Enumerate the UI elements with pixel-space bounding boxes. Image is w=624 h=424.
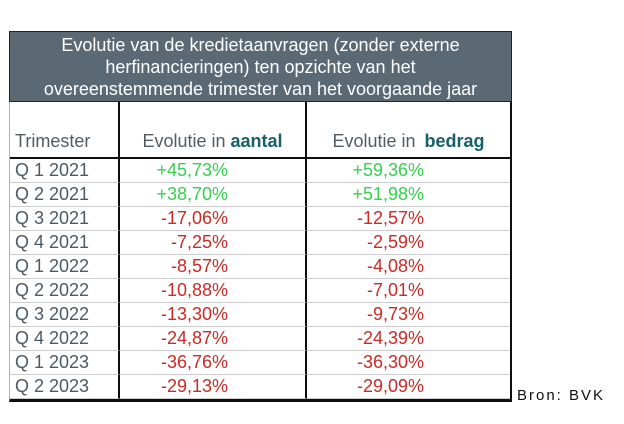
- column-header-bedrag-bold: bedrag: [424, 131, 485, 151]
- trimester-cell: Q 1 2023: [10, 351, 120, 375]
- aantal-value-cell: -24,87%: [120, 327, 307, 351]
- credit-evolution-table: Evolutie van de kredietaanvragen (zonder…: [9, 31, 512, 402]
- column-header-aantal-prefix: Evolutie in: [142, 131, 226, 151]
- table-header-row: Trimester Evolutie in aantal Evolutie in b…: [10, 102, 510, 159]
- table-row: Q 2 2021 +38,70% +51,98%: [10, 183, 510, 207]
- column-header-bedrag: Evolutie in bedrag: [307, 102, 510, 159]
- table-title-line-3: overeenstemmende trimester van het voorg…: [43, 78, 478, 99]
- column-header-trimester-label: Trimester: [15, 131, 91, 151]
- table-row: Q 4 2022 -24,87% -24,39%: [10, 327, 510, 351]
- table-row: Q 2 2022 -10,88% -7,01%: [10, 279, 510, 303]
- table-row: Q 2 2023 -29,13% -29,09%: [10, 375, 510, 399]
- trimester-cell: Q 2 2023: [10, 375, 120, 399]
- table-title-line-1: Evolutie van de kredietaanvragen (zonder…: [61, 34, 460, 55]
- aantal-value-cell: -29,13%: [120, 375, 307, 399]
- table-body: Trimester Evolutie in aantal Evolutie in b…: [9, 102, 512, 402]
- table-row: Q 1 2021 +45,73% +59,36%: [10, 159, 510, 183]
- column-header-aantal-bold: aantal: [230, 131, 283, 151]
- aantal-value-cell: +45,73%: [120, 159, 307, 183]
- bedrag-value-cell: +59,36%: [307, 159, 510, 183]
- aantal-value-cell: -7,25%: [120, 231, 307, 255]
- aantal-value-cell: -36,76%: [120, 351, 307, 375]
- trimester-cell: Q 4 2021: [10, 231, 120, 255]
- bedrag-value-cell: -4,08%: [307, 255, 510, 279]
- bedrag-value-cell: -29,09%: [307, 375, 510, 399]
- table-row: Q 3 2021 -17,06% -12,57%: [10, 207, 510, 231]
- trimester-cell: Q 1 2022: [10, 255, 120, 279]
- column-header-aantal: Evolutie in aantal: [120, 102, 307, 159]
- bedrag-value-cell: -12,57%: [307, 207, 510, 231]
- aantal-value-cell: -10,88%: [120, 279, 307, 303]
- aantal-value-cell: -8,57%: [120, 255, 307, 279]
- table-title-line-2: herfinancieringen) ten opzichte van het: [105, 56, 416, 77]
- trimester-cell: Q 2 2021: [10, 183, 120, 207]
- trimester-cell: Q 3 2021: [10, 207, 120, 231]
- trimester-cell: Q 1 2021: [10, 159, 120, 183]
- table-row: Q 4 2021 -7,25% -2,59%: [10, 231, 510, 255]
- aantal-value-cell: -17,06%: [120, 207, 307, 231]
- table-row: Q 1 2022 -8,57% -4,08%: [10, 255, 510, 279]
- trimester-cell: Q 4 2022: [10, 327, 120, 351]
- aantal-value-cell: -13,30%: [120, 303, 307, 327]
- trimester-cell: Q 3 2022: [10, 303, 120, 327]
- bedrag-value-cell: +51,98%: [307, 183, 510, 207]
- bedrag-value-cell: -7,01%: [307, 279, 510, 303]
- column-header-trimester: Trimester: [10, 102, 120, 159]
- aantal-value-cell: +38,70%: [120, 183, 307, 207]
- table-row: Q 3 2022 -13,30% -9,73%: [10, 303, 510, 327]
- bedrag-value-cell: -24,39%: [307, 327, 510, 351]
- bedrag-value-cell: -2,59%: [307, 231, 510, 255]
- column-header-bedrag-prefix: Evolutie in: [332, 131, 416, 151]
- bedrag-value-cell: -36,30%: [307, 351, 510, 375]
- bedrag-value-cell: -9,73%: [307, 303, 510, 327]
- source-note: Bron: BVK: [517, 387, 606, 404]
- table-title: Evolutie van de kredietaanvragen (zonder…: [9, 31, 512, 102]
- trimester-cell: Q 2 2022: [10, 279, 120, 303]
- table-row: Q 1 2023 -36,76% -36,30%: [10, 351, 510, 375]
